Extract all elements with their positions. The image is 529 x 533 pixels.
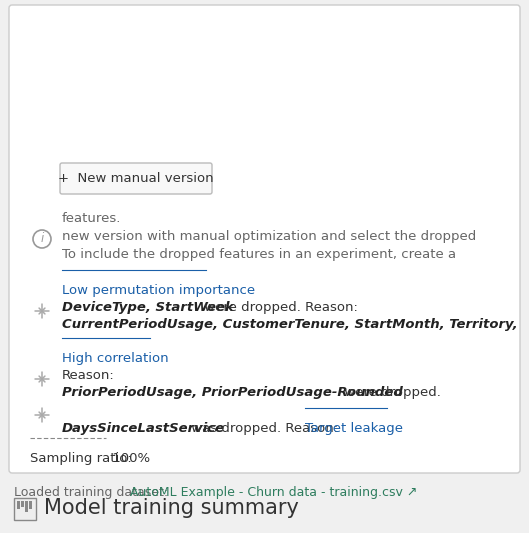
Text: 100%: 100% [108,452,150,465]
Text: Loaded training dataset:: Loaded training dataset: [14,486,176,499]
Text: was dropped. Reason:: was dropped. Reason: [187,422,342,435]
Bar [29,501,32,509]
Bar [25,501,28,512]
Text: Target leakage: Target leakage [305,422,403,435]
Text: were dropped. Reason:: were dropped. Reason: [200,301,358,314]
Text: DeviceType, StartWeek: DeviceType, StartWeek [62,301,234,314]
Text: PriorPeriodUsage, PriorPeriodUsage-Rounded: PriorPeriodUsage, PriorPeriodUsage-Round… [62,386,403,399]
FancyBboxPatch shape [60,163,212,194]
FancyBboxPatch shape [9,5,520,473]
Text: i: i [40,232,43,246]
Bar [17,501,20,509]
Text: new version with manual optimization and select the dropped: new version with manual optimization and… [62,230,476,243]
Text: AutoML Example - Churn data - training.csv ↗: AutoML Example - Churn data - training.c… [130,486,417,499]
Bar [21,501,24,506]
Text: Model training summary: Model training summary [44,498,299,518]
Text: were dropped.: were dropped. [340,386,441,399]
Text: DaysSinceLastService: DaysSinceLastService [62,422,225,435]
Text: features.: features. [62,212,121,225]
Text: Reason:: Reason: [62,369,115,382]
Bar [14,498,36,520]
Text: Low permutation importance: Low permutation importance [62,284,255,297]
Text: High correlation: High correlation [62,352,169,365]
Text: To include the dropped features in an experiment, create a: To include the dropped features in an ex… [62,248,456,261]
Text: +  New manual version: + New manual version [58,172,214,185]
Text: CurrentPeriodUsage, CustomerTenure, StartMonth, Territory,: CurrentPeriodUsage, CustomerTenure, Star… [62,318,517,331]
Text: Sampling ratio:: Sampling ratio: [30,452,132,465]
